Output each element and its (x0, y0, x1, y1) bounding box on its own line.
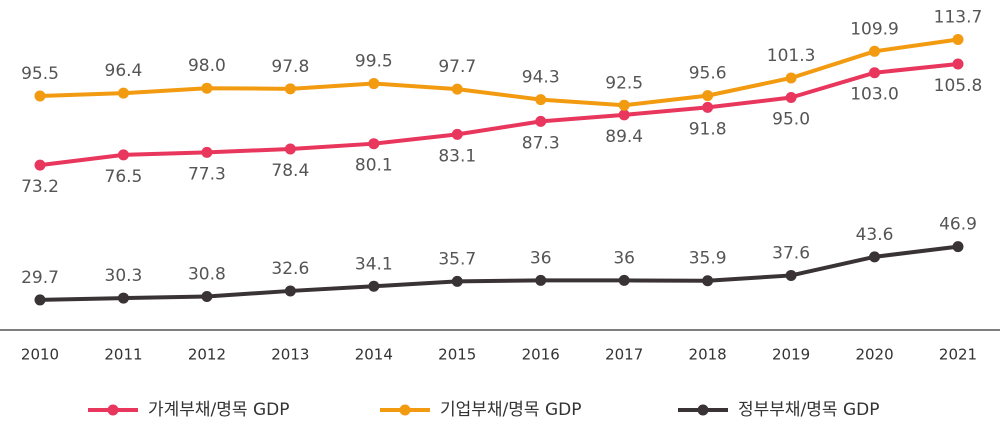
data-label: 83.1 (438, 146, 476, 166)
data-label: 77.3 (188, 164, 226, 184)
point (201, 291, 213, 303)
x-tick-label: 2020 (855, 346, 893, 364)
data-label: 105.8 (934, 76, 983, 96)
point (702, 101, 714, 113)
point (618, 109, 630, 121)
point (368, 280, 380, 292)
point (451, 83, 463, 95)
legend-dot (107, 404, 119, 416)
point (618, 274, 630, 286)
point (34, 294, 46, 306)
point (284, 143, 296, 155)
point (785, 72, 797, 84)
data-label: 101.3 (767, 46, 816, 66)
data-label: 99.5 (355, 52, 393, 72)
data-label: 35.9 (689, 249, 727, 269)
data-label: 37.6 (772, 243, 810, 263)
data-label: 96.4 (105, 61, 143, 81)
x-tick-label: 2014 (355, 346, 393, 364)
x-tick-label: 2012 (188, 346, 226, 364)
point (535, 274, 547, 286)
point (117, 292, 129, 304)
legend-label: 가계부채/명목 GDP (148, 400, 290, 420)
point (284, 285, 296, 297)
point (869, 67, 881, 79)
point (702, 275, 714, 287)
point (618, 99, 630, 111)
data-label: 32.6 (271, 259, 309, 279)
point (117, 87, 129, 99)
point (451, 275, 463, 287)
point (284, 83, 296, 95)
data-label: 80.1 (355, 156, 393, 176)
point (535, 94, 547, 106)
x-tick-label: 2013 (271, 346, 309, 364)
data-label: 109.9 (850, 19, 899, 39)
data-label: 113.7 (934, 8, 983, 28)
series-line (39, 37, 959, 108)
data-label: 92.5 (605, 73, 643, 93)
point (702, 90, 714, 102)
data-label: 98.0 (188, 56, 226, 76)
data-label: 91.8 (689, 119, 727, 139)
data-label: 46.9 (939, 215, 977, 235)
data-label: 95.6 (689, 64, 727, 84)
point (368, 138, 380, 150)
data-label: 94.3 (522, 68, 560, 88)
data-label: 95.5 (21, 64, 59, 84)
x-tick-label: 2017 (605, 346, 643, 364)
point (535, 115, 547, 127)
data-label: 97.7 (438, 57, 476, 77)
series-line (39, 62, 959, 168)
point (368, 78, 380, 90)
x-tick-label: 2010 (21, 346, 59, 364)
point (785, 269, 797, 281)
data-label: 103.0 (850, 85, 899, 105)
x-tick-label: 2021 (939, 346, 977, 364)
data-label: 30.8 (188, 265, 226, 285)
data-label: 30.3 (105, 266, 143, 286)
data-label: 78.4 (271, 161, 309, 181)
x-tick-label: 2016 (522, 346, 560, 364)
legend-dot (399, 404, 411, 416)
legend-label: 정부부채/명목 GDP (738, 400, 880, 420)
x-tick-label: 2019 (772, 346, 810, 364)
point (869, 45, 881, 57)
data-label: 29.7 (21, 268, 59, 288)
data-label: 36 (530, 248, 552, 268)
x-tick-label: 2018 (689, 346, 727, 364)
point (451, 128, 463, 140)
data-label: 76.5 (105, 167, 143, 187)
point (952, 58, 964, 70)
point (117, 149, 129, 161)
data-label: 35.7 (438, 249, 476, 269)
point (34, 159, 46, 171)
data-label: 87.3 (522, 133, 560, 153)
point (201, 82, 213, 94)
legend-label: 기업부채/명목 GDP (440, 400, 582, 420)
data-label: 73.2 (21, 177, 59, 197)
data-label: 43.6 (856, 225, 894, 245)
point (201, 146, 213, 158)
point (34, 90, 46, 102)
data-label: 36 (613, 248, 635, 268)
point (952, 34, 964, 46)
data-label: 89.4 (605, 127, 643, 147)
data-label: 95.0 (772, 110, 810, 130)
data-label: 34.1 (355, 254, 393, 274)
legend-dot (697, 404, 709, 416)
x-tick-label: 2011 (104, 346, 142, 364)
point (785, 92, 797, 103)
data-label: 97.8 (271, 57, 309, 77)
point (952, 241, 964, 253)
point (869, 251, 881, 263)
series-line (39, 244, 959, 302)
x-tick-label: 2015 (438, 346, 476, 364)
